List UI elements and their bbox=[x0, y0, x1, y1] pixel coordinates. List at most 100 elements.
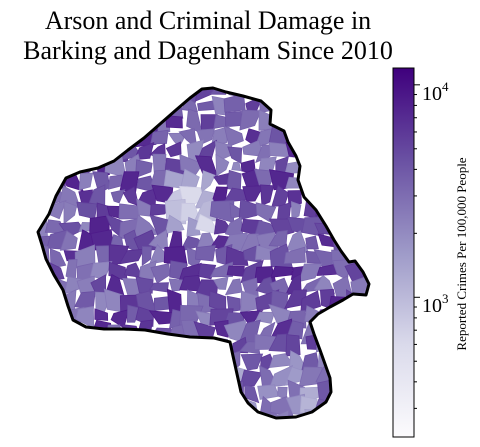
ward-polygon bbox=[47, 295, 66, 314]
ward-polygon bbox=[51, 352, 66, 374]
colorbar-ticks bbox=[414, 84, 420, 409]
ward-polygon bbox=[89, 138, 108, 163]
ward-polygon bbox=[217, 398, 235, 417]
ward-polygon bbox=[141, 246, 153, 267]
ward-polygon bbox=[38, 158, 52, 178]
ward-polygon bbox=[180, 364, 204, 386]
ward-polygon bbox=[331, 305, 352, 329]
ward-polygon bbox=[208, 365, 232, 387]
map-title-line-1: Arson and Criminal Damage in bbox=[44, 6, 372, 35]
ward-polygon bbox=[154, 336, 175, 359]
ward-polygon bbox=[299, 94, 318, 113]
ward-polygon bbox=[268, 218, 295, 238]
ward-polygon bbox=[331, 154, 350, 173]
ward-polygon bbox=[284, 96, 305, 119]
ward-polygon bbox=[38, 265, 53, 282]
ward-polygon bbox=[88, 97, 108, 117]
ward-polygon bbox=[213, 276, 229, 290]
ward-polygon bbox=[104, 339, 129, 356]
ward-polygon bbox=[330, 320, 353, 340]
ward-polygon bbox=[89, 112, 113, 126]
ward-polygon bbox=[345, 398, 369, 418]
ward-polygon bbox=[359, 368, 369, 389]
ward-polygon bbox=[318, 98, 339, 117]
ward-polygon bbox=[361, 93, 369, 114]
ward-polygon bbox=[332, 127, 353, 149]
ward-polygon bbox=[286, 320, 304, 340]
ward-polygon bbox=[238, 198, 264, 221]
ward-polygon bbox=[165, 115, 183, 129]
ward-polygon bbox=[240, 88, 263, 96]
ward-polygon bbox=[328, 215, 353, 238]
ward-polygon bbox=[96, 129, 115, 142]
ward-polygon bbox=[350, 139, 365, 163]
ward-polygon bbox=[38, 335, 51, 353]
ward-polygon bbox=[194, 385, 218, 397]
ward-polygon bbox=[198, 348, 220, 374]
ward-polygon bbox=[38, 309, 52, 326]
ward-polygon bbox=[59, 230, 78, 251]
tick-base: 10 bbox=[422, 295, 442, 318]
ward-polygon bbox=[361, 186, 369, 208]
ward-polygon bbox=[226, 169, 242, 191]
ward-polygon bbox=[110, 189, 126, 204]
colorbar-tick-label: 104 bbox=[422, 77, 449, 104]
ward-polygon bbox=[59, 114, 81, 131]
ward-polygon bbox=[167, 353, 189, 372]
ward-polygon bbox=[154, 369, 168, 384]
ward-polygon bbox=[74, 94, 94, 118]
ward-polygon bbox=[38, 369, 50, 389]
ward-polygon bbox=[49, 248, 67, 269]
ward-polygon bbox=[89, 88, 108, 104]
ward-polygon bbox=[168, 278, 187, 292]
ward-polygon bbox=[345, 231, 368, 251]
ward-polygon bbox=[164, 408, 182, 418]
ward-polygon bbox=[77, 335, 93, 360]
ward-polygon bbox=[225, 401, 249, 418]
ward-polygon bbox=[95, 381, 110, 395]
ward-polygon bbox=[254, 88, 278, 99]
ward-polygon bbox=[365, 88, 369, 100]
ward-polygon bbox=[299, 115, 325, 131]
ward-polygon bbox=[345, 340, 360, 358]
ward-polygon bbox=[104, 126, 129, 143]
ward-polygon bbox=[331, 168, 354, 193]
ward-polygon bbox=[38, 88, 49, 104]
ward-polygon bbox=[78, 380, 97, 404]
ward-polygon bbox=[121, 336, 143, 356]
ward-polygon bbox=[121, 363, 144, 388]
ward-polygon bbox=[77, 364, 100, 390]
ward-polygon bbox=[314, 128, 340, 149]
ward-polygon bbox=[344, 155, 364, 175]
ward-polygon bbox=[348, 206, 369, 223]
ward-polygon bbox=[119, 109, 141, 130]
ward-polygon bbox=[94, 352, 113, 372]
ward-polygon bbox=[90, 333, 110, 353]
ward-polygon bbox=[111, 349, 124, 371]
ward-polygon bbox=[76, 201, 98, 220]
ward-polygon bbox=[215, 153, 230, 177]
ward-polygon bbox=[59, 88, 84, 105]
ward-polygon bbox=[214, 352, 231, 373]
ward-polygon bbox=[38, 171, 53, 195]
ward-polygon bbox=[165, 334, 189, 359]
ward-polygon bbox=[283, 417, 309, 418]
ward-polygon bbox=[269, 265, 294, 278]
ward-polygon bbox=[199, 336, 213, 357]
ward-polygon bbox=[299, 174, 324, 192]
ward-polygon bbox=[317, 88, 339, 101]
ward-polygon bbox=[104, 368, 127, 390]
ward-polygon bbox=[77, 140, 98, 165]
ward-polygon bbox=[363, 140, 369, 164]
ward-polygon bbox=[38, 394, 48, 414]
ward-polygon bbox=[38, 379, 54, 400]
ward-polygon bbox=[75, 88, 96, 99]
borough-boundary bbox=[36, 86, 371, 420]
colorbar-tick-label: 103 bbox=[422, 289, 449, 316]
ward-polygon bbox=[120, 352, 143, 374]
ward-polygon bbox=[210, 382, 231, 400]
ward-polygon bbox=[298, 263, 323, 282]
ward-polygon bbox=[104, 414, 124, 418]
colorbar-label-text: Reported Crimes Per 100,000 People bbox=[454, 157, 469, 351]
ward-polygon bbox=[44, 365, 68, 388]
